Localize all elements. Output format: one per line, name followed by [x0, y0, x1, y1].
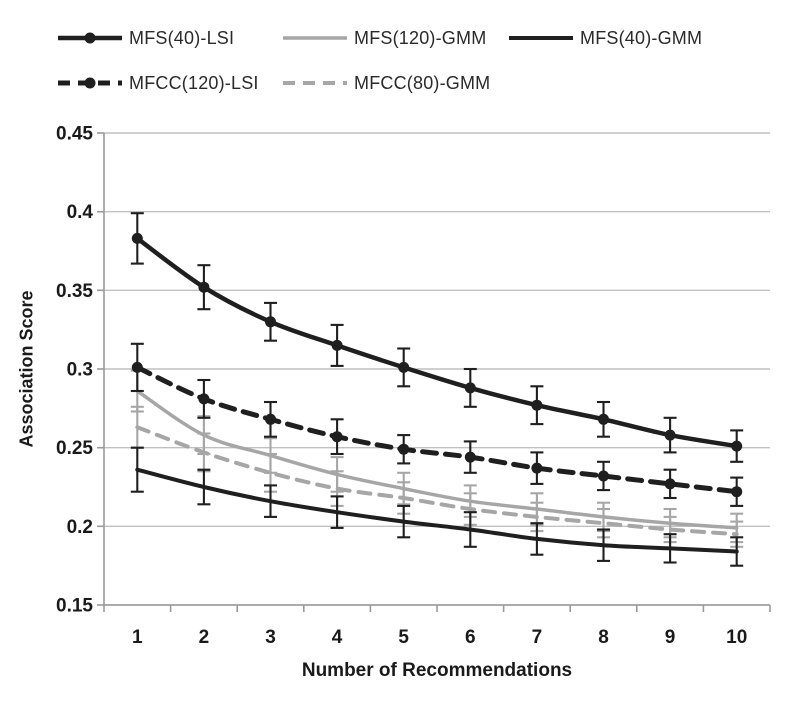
- data-point-marker: [131, 361, 143, 373]
- legend-label: MFS(120)-GMM: [354, 27, 487, 48]
- data-point-marker: [664, 429, 676, 441]
- x-tick-label: 4: [332, 627, 343, 648]
- series-line-mfcc-120-lsi: [134, 364, 740, 495]
- x-tick-label: 1: [132, 627, 143, 648]
- x-tick-label: 7: [532, 627, 543, 648]
- data-point-marker: [331, 431, 343, 443]
- y-tick-label: 0.45: [56, 124, 93, 145]
- legend-line-sample: [58, 77, 122, 89]
- y-tick-label: 0.15: [56, 596, 93, 617]
- data-point-marker: [131, 232, 143, 244]
- data-point-marker: [598, 413, 609, 425]
- series-line-mfs-120-gmm: [135, 389, 739, 530]
- legend-marker-dot: [84, 77, 96, 89]
- y-tick-label: 0.25: [56, 438, 93, 459]
- x-tick-label: 10: [726, 627, 747, 648]
- y-tick-label: 0.2: [67, 517, 93, 538]
- data-point-marker: [731, 486, 743, 498]
- x-tick-label: 6: [465, 627, 476, 648]
- legend-item-mfs-40-lsi: MFS(40)-LSI: [57, 27, 234, 49]
- data-point-marker: [598, 470, 609, 482]
- x-tick-label: 8: [598, 627, 609, 648]
- legend-label: MFCC(80)-GMM: [354, 72, 491, 93]
- series-markers-mfcc-120-lsi: [131, 361, 743, 498]
- legend-line-sample: [283, 36, 347, 40]
- data-point-marker: [265, 316, 276, 328]
- legend-item-mfcc-80-gmm: MFCC(80)-GMM: [282, 72, 490, 94]
- x-axis-title: Number of Recommendations: [301, 660, 573, 681]
- legend-item-mfcc-120-lsi: MFCC(120)-LSI: [57, 72, 259, 94]
- x-tick-label: 5: [398, 627, 409, 648]
- legend-label: MFCC(120)-LSI: [129, 72, 259, 93]
- series-line-mfcc-80-gmm: [135, 425, 739, 537]
- legend-label: MFS(40)-LSI: [129, 27, 235, 48]
- y-axis-ticks: 0.15 0.2 0.25 0.3 0.35 0.4 0.45: [56, 124, 104, 617]
- series-markers-mfs-40-lsi: [131, 232, 743, 452]
- data-point-marker: [198, 393, 210, 405]
- legend-item-mfs-120-gmm: MFS(120)-GMM: [282, 27, 486, 49]
- data-point-marker: [531, 462, 543, 474]
- data-point-marker: [265, 413, 276, 425]
- data-point-marker: [464, 382, 476, 394]
- data-point-marker: [398, 443, 410, 455]
- y-tick-label: 0.4: [67, 202, 94, 223]
- data-point-marker: [198, 281, 210, 293]
- data-point-marker: [531, 399, 543, 411]
- data-point-marker: [731, 440, 743, 452]
- data-point-marker: [331, 339, 343, 351]
- data-point-marker: [664, 478, 676, 490]
- x-tick-label: 2: [199, 627, 210, 648]
- legend-item-mfs-40-gmm: MFS(40)-GMM: [508, 27, 702, 49]
- x-tick-label: 9: [665, 627, 676, 648]
- x-tick-label: 3: [265, 627, 276, 648]
- series-line-mfs-40-gmm: [135, 467, 739, 554]
- data-point-marker: [398, 361, 410, 373]
- error-bars-mfs-120-gmm: [130, 369, 744, 544]
- legend-label: MFS(40)-GMM: [580, 27, 703, 48]
- error-bars-mfs-40-lsi: [130, 212, 744, 463]
- x-axis-ticks: 1 2 3 4 5 6 7 8 9 10: [103, 605, 771, 648]
- legend-marker-dot: [84, 32, 96, 44]
- y-tick-label: 0.3: [67, 360, 93, 381]
- y-axis-title: Association Score: [16, 290, 37, 448]
- y-tick-label: 0.35: [56, 281, 93, 302]
- legend-line-sample: [509, 36, 573, 40]
- legend-line-sample: [58, 32, 122, 44]
- data-point-marker: [464, 451, 476, 463]
- legend-line-sample: [283, 81, 347, 85]
- chart-legend: MFS(40)-LSI MFS(120)-GMM MFS(40)-GMM MFCC(1…: [0, 0, 790, 110]
- series-line-mfs-40-lsi: [135, 236, 739, 449]
